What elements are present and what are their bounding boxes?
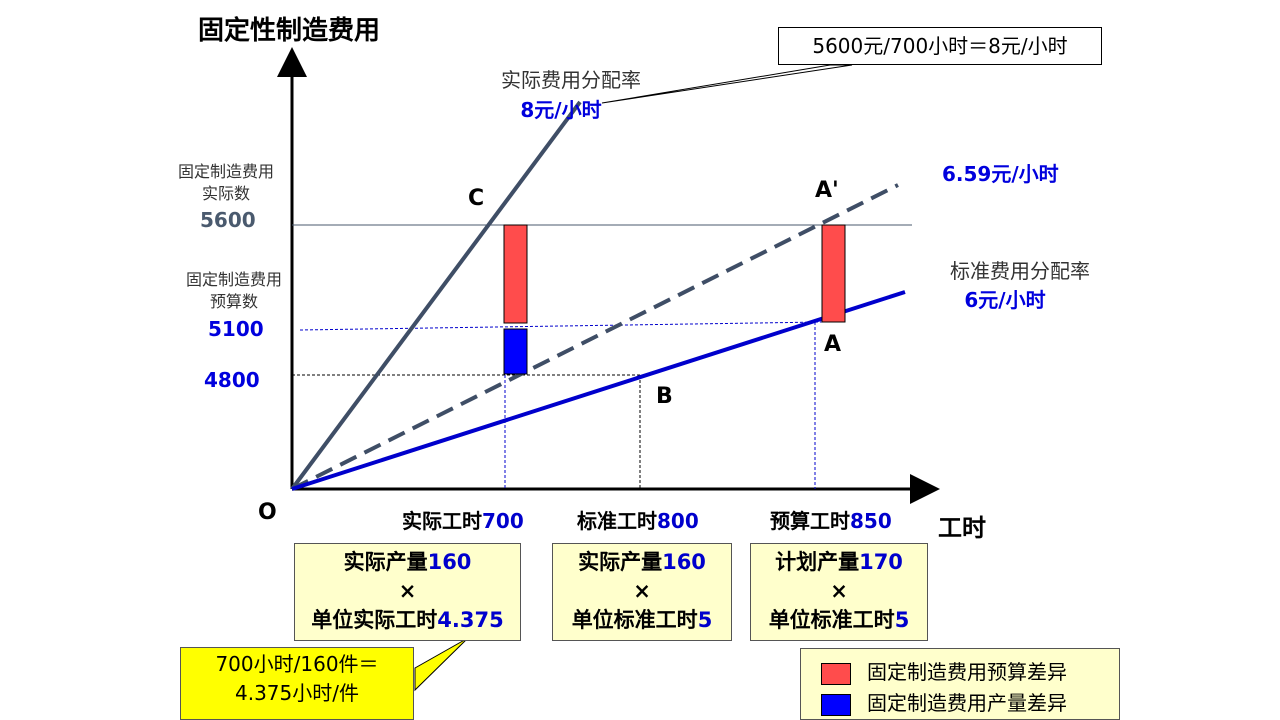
x-tick-actual-hours: 实际工时700 — [402, 505, 524, 534]
actual-cost-label-line1: 固定制造费用 — [177, 162, 274, 181]
callout-line2: 4.375小时/件 — [235, 681, 359, 705]
info-box-actual: 实际产量160 × 单位实际工时4.375 — [294, 543, 521, 641]
info-box-actual-line1: 实际产量160 — [295, 548, 520, 577]
yellow-callout-pointer — [414, 637, 469, 692]
actual-rate-line — [290, 100, 582, 491]
budget-cost-label-line1: 固定制造费用 — [185, 270, 282, 289]
note-callout-pointer — [601, 64, 853, 104]
actual-cost-label: 固定制造费用 实际数 — [166, 161, 286, 205]
volume-variance-bar-left — [503, 328, 528, 375]
info-box-actual-line3: 单位实际工时4.375 — [295, 606, 520, 635]
info-box-standard-multiply: × — [633, 579, 651, 603]
info-box-budget-line1: 计划产量170 — [751, 548, 927, 577]
info-box-actual-line3-label: 单位实际工时 — [311, 608, 438, 632]
budget-cost-value: 5100 — [208, 317, 264, 341]
legend-swatch-blue — [821, 693, 851, 716]
info-box-budget-line3-value: 5 — [894, 608, 910, 632]
y-axis-title: 固定性制造费用 — [198, 16, 381, 46]
info-box-actual-line1-value: 160 — [427, 550, 472, 574]
callout-line1: 700小时/160件＝ — [215, 652, 379, 676]
info-box-standard-line3-value: 5 — [697, 608, 713, 632]
guide-5100 — [299, 321, 823, 331]
legend-swatch-red — [821, 662, 851, 685]
x-tick-budget-hours: 预算工时850 — [770, 505, 892, 534]
budget-cost-label-line2: 预算数 — [209, 292, 258, 311]
info-box-budget: 计划产量170 × 单位标准工时5 — [750, 543, 928, 641]
info-box-standard-line1-value: 160 — [662, 550, 706, 574]
x-axis-title: 工时 — [938, 514, 986, 542]
standard-rate-name: 标准费用分配率 — [950, 259, 1090, 283]
info-box-actual-line3-value: 4.375 — [437, 608, 504, 632]
point-a-prime-label: A' — [815, 178, 839, 203]
legend-label-budget-variance: 固定制造费用预算差异 — [867, 660, 1067, 684]
hours-per-unit-callout — [180, 647, 414, 720]
info-box-standard-line1-label: 实际产量 — [578, 550, 663, 574]
actual-cost-label-line2: 实际数 — [201, 184, 250, 203]
dashed-rate-line — [291, 183, 899, 491]
standard-rate-line — [291, 290, 906, 491]
info-box-budget-multiply: × — [830, 579, 848, 603]
hours-per-unit-callout-text: 700小时/160件＝ 4.375小时/件 — [180, 650, 414, 708]
budget-variance-bar-left — [503, 224, 528, 324]
info-box-actual-multiply: × — [398, 579, 417, 603]
info-box-standard-line3-label: 单位标准工时 — [571, 608, 698, 632]
budget-variance-bar-right — [821, 224, 846, 323]
actual-rate-name: 实际费用分配率 — [501, 68, 641, 92]
info-box-actual-line1-label: 实际产量 — [343, 550, 428, 574]
point-a-label: A — [824, 332, 842, 357]
info-box-budget-line1-value: 170 — [859, 550, 903, 574]
dashed-rate-value: 6.59元/小时 — [942, 162, 1059, 186]
point-c-label: C — [468, 186, 485, 211]
origin-label: O — [258, 500, 277, 525]
x-tick-budget-hours-label: 预算工时 — [770, 509, 850, 533]
info-box-standard: 实际产量160 × 单位标准工时5 — [552, 543, 732, 641]
info-box-budget-line3-label: 单位标准工时 — [768, 608, 895, 632]
info-box-budget-line3: 单位标准工时5 — [751, 606, 927, 635]
x-tick-standard-hours-value: 800 — [657, 509, 699, 533]
standard-rate-value: 6元/小时 — [964, 288, 1046, 312]
legend: 固定制造费用预算差异 固定制造费用产量差异 — [800, 648, 1120, 720]
rate-calculation-note: 5600元/700小时＝8元/小时 — [778, 27, 1102, 65]
legend-item-budget-variance: 固定制造费用预算差异 — [821, 656, 1067, 685]
actual-rate-value: 8元/小时 — [520, 98, 602, 122]
x-tick-actual-hours-label: 实际工时 — [402, 509, 482, 533]
point-b-label: B — [656, 384, 673, 409]
info-box-budget-line1-label: 计划产量 — [775, 550, 860, 574]
x-tick-standard-hours-label: 标准工时 — [577, 509, 657, 533]
x-tick-budget-hours-value: 850 — [850, 509, 892, 533]
info-box-standard-line1: 实际产量160 — [553, 548, 731, 577]
actual-cost-value: 5600 — [200, 208, 256, 232]
legend-item-volume-variance: 固定制造费用产量差异 — [821, 687, 1067, 716]
budget-cost-label: 固定制造费用 预算数 — [174, 269, 294, 313]
standard-cost-value: 4800 — [204, 368, 260, 392]
info-box-standard-line3: 单位标准工时5 — [553, 606, 731, 635]
legend-label-volume-variance: 固定制造费用产量差异 — [867, 691, 1067, 715]
x-tick-actual-hours-value: 700 — [482, 509, 524, 533]
x-tick-standard-hours: 标准工时800 — [577, 505, 699, 534]
